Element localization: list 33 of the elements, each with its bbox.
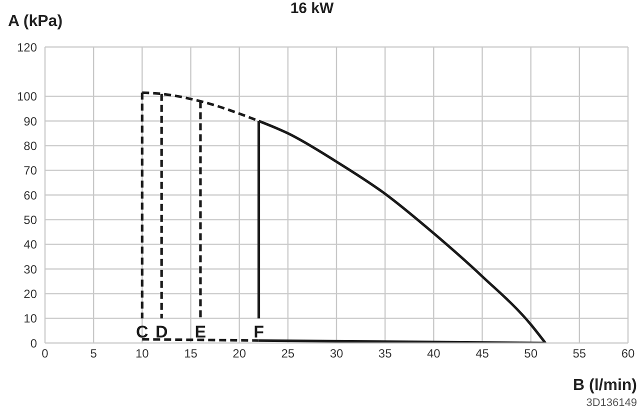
x-tick-label: 15 <box>184 346 198 361</box>
x-tick-label: 30 <box>330 346 344 361</box>
y-tick-label: 20 <box>24 286 38 301</box>
x-tick-label: 0 <box>42 346 49 361</box>
x-tick-label: 35 <box>378 346 392 361</box>
x-tick-label: 45 <box>476 346 490 361</box>
x-tick-label: 5 <box>90 346 98 361</box>
x-tick-label: 25 <box>281 346 295 361</box>
series-label: F <box>254 322 264 342</box>
y-tick-label: 90 <box>24 114 38 128</box>
y-tick-label: 60 <box>24 188 38 202</box>
x-tick-label: 40 <box>426 346 441 361</box>
series-label: E <box>194 322 206 342</box>
y-tick-label: 10 <box>24 312 38 326</box>
x-axis-title: B (l/min) <box>573 376 637 395</box>
series-label: C <box>136 322 148 342</box>
x-tick-label: 60 <box>621 346 635 361</box>
series-label: D <box>155 322 168 342</box>
y-tick-label: 100 <box>16 90 38 104</box>
y-tick-label: 30 <box>24 262 38 276</box>
y-tick-label: 120 <box>16 40 38 54</box>
x-tick-label: 10 <box>135 346 150 361</box>
chart-title: 16 kW <box>290 0 334 17</box>
y-tick-label: 80 <box>24 138 38 153</box>
text: 3D136149 <box>586 397 637 410</box>
y-tick-label: 0 <box>30 336 38 350</box>
y-tick-label: 50 <box>24 212 38 227</box>
x-tick-label: 50 <box>524 346 538 361</box>
x-tick-label: 55 <box>572 346 586 361</box>
x-tick-label: 20 <box>232 346 246 361</box>
y-tick-label: 40 <box>24 238 38 252</box>
y-tick-label: 70 <box>24 164 38 178</box>
y-axis-title: A (kPa) <box>8 12 63 31</box>
